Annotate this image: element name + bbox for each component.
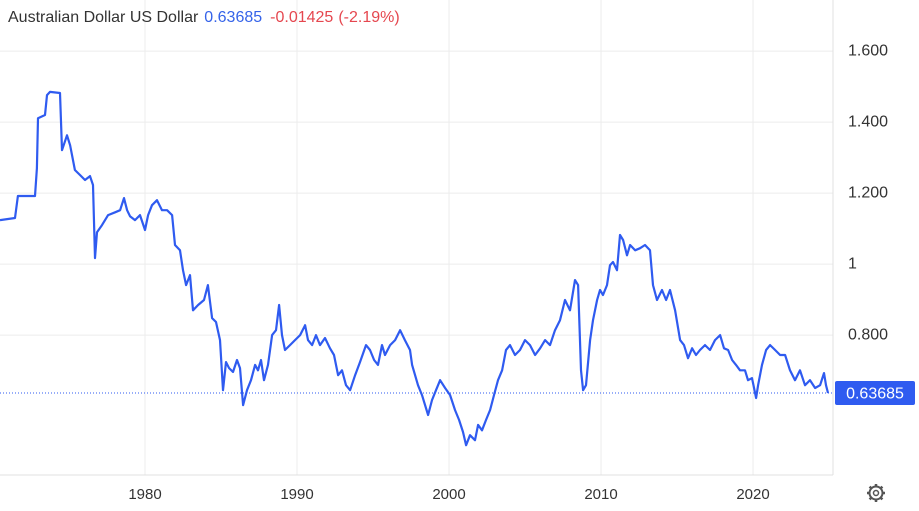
gear-hub [872, 489, 880, 497]
y-tick-label: 0.800 [848, 326, 888, 343]
y-tick-label: 1.400 [848, 113, 888, 130]
x-tick-label: 1980 [128, 486, 161, 503]
y-tick-label: 1.600 [848, 42, 888, 59]
price-line [0, 90, 830, 447]
x-tick-label: 2000 [432, 486, 465, 503]
price-change: -0.01425 [270, 9, 333, 26]
settings-icon[interactable] [867, 484, 885, 502]
x-tick-label: 2010 [584, 486, 617, 503]
y-tick-label: 1.200 [848, 184, 888, 201]
title-text: Australian Dollar US Dollar [8, 9, 199, 26]
x-tick-label: 1990 [280, 486, 313, 503]
y-tick-label: 1 [848, 255, 857, 272]
gear-teeth [867, 484, 885, 502]
grid [0, 0, 834, 476]
last-price-badge [835, 381, 915, 406]
price-change-percent: (-2.19%) [338, 9, 399, 26]
last-price: 0.63685 [204, 9, 262, 26]
chart-title: Australian Dollar US Dollar 0.63685 -0.014… [8, 9, 400, 26]
x-tick-label: 2020 [736, 486, 769, 503]
last-price-label: 0.63685 [846, 385, 904, 402]
